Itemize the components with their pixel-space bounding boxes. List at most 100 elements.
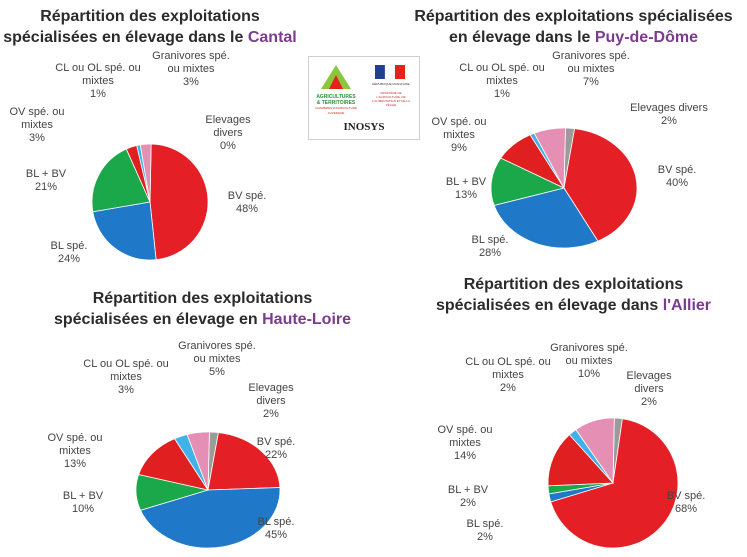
agricultures-territoires-logo: AGRICULTURES & TERRITOIRES CHAMBRES D'AG… [315, 63, 357, 115]
chart-title-line1: Répartition des exploitations [463, 276, 684, 293]
label-clol: CL ou OL spé. ou mixtes 2% [460, 356, 556, 395]
label-ov: OV spé. ou mixtes 14% [426, 424, 504, 463]
inosys-logo: INOSYS [343, 121, 385, 133]
label-text: OV spé. ou mixtes [47, 432, 103, 457]
pie-slice-bl [493, 187, 599, 249]
label-granivores: Granivores spé. ou mixtes 3% [150, 50, 232, 89]
label-pct: 68% [674, 503, 698, 515]
pie-slice-granivores [575, 417, 615, 485]
label-pct: 2% [641, 396, 657, 408]
label-text: BL spé. [257, 516, 295, 528]
pie-slice-granivores [186, 431, 210, 491]
pie-slice-bl [139, 487, 281, 549]
label-divers: Elevages divers 2% [618, 370, 680, 409]
chart-title-cantal: Répartition des exploitations spécialisé… [0, 6, 300, 48]
chart-title-line2: spécialisées en élevage en Haute-Loire [0, 309, 405, 330]
label-pct: 13% [454, 189, 478, 201]
pie-slice-blbv [91, 148, 151, 213]
label-bv: BV spé. 22% [246, 436, 306, 462]
label-text: BV spé. [657, 164, 697, 176]
label-pct: 0% [220, 140, 236, 152]
label-pct: 28% [478, 247, 502, 259]
agri-logo-line4: AUVERGNE [328, 111, 345, 115]
label-pct: 10% [577, 368, 601, 380]
chart-title-line1: Répartition des exploitations [40, 8, 260, 25]
chart-title-allier: Répartition des exploitations spécialisé… [400, 274, 747, 316]
agri-logo-line1: AGRICULTURES [316, 94, 356, 100]
chart-title-line2: spécialisées en élevage dans le Cantal [0, 27, 300, 48]
chart-title-line1: Répartition des exploitations spécialisé… [414, 8, 733, 25]
pie-slice-granivores [533, 127, 566, 190]
label-text: Granivores spé. ou mixtes [178, 340, 256, 365]
label-pct: 21% [34, 181, 58, 193]
label-text: BL spé. [50, 240, 88, 252]
pie-slice-bv [207, 432, 281, 491]
chart-title-puy-de-dome: Répartition des exploitations spécialisé… [400, 6, 747, 48]
label-text: BV spé. [256, 436, 296, 448]
label-text: BV spé. [666, 490, 706, 502]
chart-title-line2-prefix: spécialisées en élevage dans le [3, 29, 244, 46]
label-ov: OV spé. ou mixtes 3% [0, 106, 74, 145]
label-text: Granivores spé. ou mixtes [550, 342, 628, 367]
label-pct: 3% [183, 76, 199, 88]
label-blbv: BL + BV 2% [438, 484, 498, 510]
pie-slice-ov [138, 438, 209, 491]
label-text: BL spé. [471, 234, 509, 246]
label-divers: Elevages divers 0% [196, 114, 260, 153]
label-bl: BL spé. 28% [462, 234, 518, 260]
chart-title-line2: spécialisées en élevage dans l'Allier [400, 295, 747, 316]
label-blbv: BL + BV 21% [20, 168, 72, 194]
label-granivores: Granivores spé. ou mixtes 10% [548, 342, 630, 381]
logos-box: AGRICULTURES & TERRITOIRES CHAMBRES D'AG… [308, 56, 420, 140]
label-text: BL spé. [466, 518, 504, 530]
label-granivores: Granivores spé. ou mixtes 5% [176, 340, 258, 379]
region-name: l'Allier [662, 297, 712, 314]
pie-slice-ov [547, 434, 614, 487]
label-bv: BV spé. 68% [656, 490, 716, 516]
label-clol: CL ou OL spé. ou mixtes 1% [456, 62, 548, 101]
label-pct: 24% [57, 253, 81, 265]
pie-chart-allier [547, 417, 679, 549]
label-pct: 2% [500, 382, 516, 394]
label-pct: 45% [264, 529, 288, 541]
label-text: BL + BV [62, 490, 104, 502]
chart-title-line2-prefix: spécialisées en élevage en [53, 311, 258, 328]
label-pct: 40% [665, 177, 689, 189]
label-text: BL + BV [445, 176, 487, 188]
label-pct: 14% [453, 450, 477, 462]
label-text: OV spé. ou mixtes [431, 116, 487, 141]
pie-chart-cantal [91, 143, 209, 261]
pie-slice-blbv [490, 157, 566, 206]
label-bl: BL spé. 24% [42, 240, 96, 266]
label-pct: 10% [71, 503, 95, 515]
label-pct: 13% [63, 458, 87, 470]
chart-title-line2: en élevage dans le Puy-de-Dôme [400, 27, 747, 48]
label-text: CL ou OL spé. ou mixtes [459, 62, 545, 87]
label-text: CL ou OL spé. ou mixtes [55, 62, 141, 87]
label-clol: CL ou OL spé. ou mixtes 1% [52, 62, 144, 101]
label-ov: OV spé. ou mixtes 9% [420, 116, 498, 155]
chart-title-haute-loire: Répartition des exploitations spécialisé… [0, 288, 405, 330]
label-bl: BL spé. 45% [246, 516, 306, 542]
republique-francaise-logo: RÉPUBLIQUE FRANÇAISE MINISTÈRE DE L'AGRI… [372, 64, 410, 107]
rf-logo-label: RÉPUBLIQUE FRANÇAISE [372, 81, 409, 86]
region-name: Puy-de-Dôme [594, 29, 698, 46]
label-text: CL ou OL spé. ou mixtes [83, 358, 169, 383]
label-pct: 3% [118, 384, 134, 396]
label-pct: 2% [661, 115, 677, 127]
label-text: BV spé. [227, 190, 267, 202]
label-text: Elevages divers [205, 114, 251, 139]
chart-title-line1: Répartition des exploitations [92, 290, 313, 307]
label-text: OV spé. ou mixtes [9, 106, 65, 131]
label-bl: BL spé. 2% [458, 518, 512, 544]
label-pct: 9% [451, 142, 467, 154]
region-name: Cantal [247, 29, 297, 46]
label-text: Elevages divers [630, 102, 708, 114]
label-text: BL + BV [25, 168, 67, 180]
pie-slice-bl [92, 201, 157, 261]
label-bv: BV spé. 48% [220, 190, 274, 216]
label-blbv: BL + BV 13% [436, 176, 496, 202]
label-pct: 1% [494, 88, 510, 100]
label-text: CL ou OL spé. ou mixtes [465, 356, 551, 381]
label-divers: Elevages divers 2% [622, 102, 716, 128]
